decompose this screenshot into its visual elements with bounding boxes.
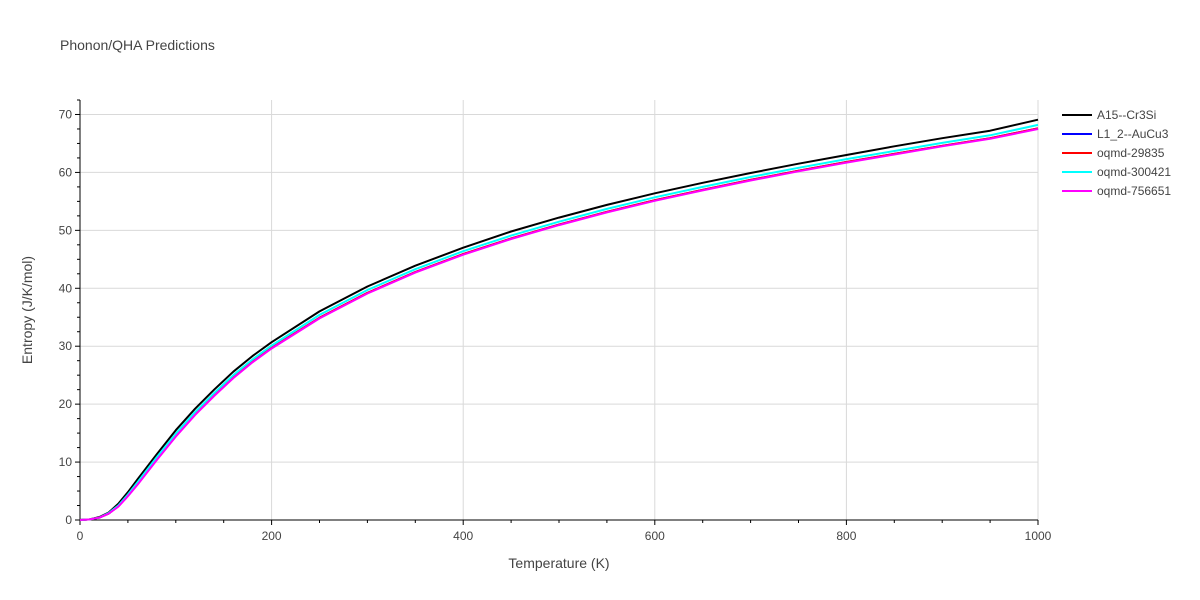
- y-tick-label: 70: [59, 107, 73, 121]
- y-tick-label: 10: [59, 455, 73, 469]
- y-tick-labels: 0 10 20 30 40 50 60 70: [59, 107, 73, 527]
- series-lines: [79, 118, 1039, 521]
- y-tick-label: 20: [59, 397, 73, 411]
- chart-title: Phonon/QHA Predictions: [60, 37, 215, 53]
- legend-label: oqmd-756651: [1097, 184, 1171, 198]
- x-tick-labels: 0 200 400 600 800 1000: [77, 529, 1052, 543]
- x-tick-label: 1000: [1025, 529, 1052, 543]
- legend-item[interactable]: oqmd-300421: [1062, 165, 1171, 179]
- x-tick-label: 0: [77, 529, 84, 543]
- legend-label: oqmd-29835: [1097, 146, 1165, 160]
- legend-item[interactable]: oqmd-29835: [1062, 146, 1165, 160]
- x-tick-label: 400: [453, 529, 473, 543]
- y-tick-label: 60: [59, 165, 73, 179]
- y-axis-title: Entropy (J/K/mol): [19, 256, 35, 364]
- y-tick-label: 50: [59, 223, 73, 237]
- legend-item[interactable]: oqmd-756651: [1062, 184, 1171, 198]
- legend: A15--Cr3Si L1_2--AuCu3 oqmd-29835 oqmd-3004…: [1062, 108, 1171, 198]
- legend-item[interactable]: A15--Cr3Si: [1062, 108, 1156, 122]
- series-line-2: [79, 127, 1039, 521]
- grid-lines: [80, 100, 1039, 520]
- legend-label: oqmd-300421: [1097, 165, 1171, 179]
- legend-label: A15--Cr3Si: [1097, 108, 1156, 122]
- y-tick-label: 0: [65, 513, 72, 527]
- series-line-3: [79, 127, 1039, 521]
- series-line-5: [79, 128, 1039, 521]
- x-tick-label: 800: [836, 529, 856, 543]
- series-line-1: [79, 118, 1039, 521]
- x-tick-label: 200: [262, 529, 282, 543]
- x-axis-title: Temperature (K): [508, 555, 609, 571]
- x-tick-label: 600: [645, 529, 665, 543]
- y-tick-label: 40: [59, 281, 73, 295]
- legend-label: L1_2--AuCu3: [1097, 127, 1169, 141]
- legend-item[interactable]: L1_2--AuCu3: [1062, 127, 1169, 141]
- y-tick-label: 30: [59, 339, 73, 353]
- series-line-4: [79, 123, 1039, 521]
- axes: [75, 99, 1039, 525]
